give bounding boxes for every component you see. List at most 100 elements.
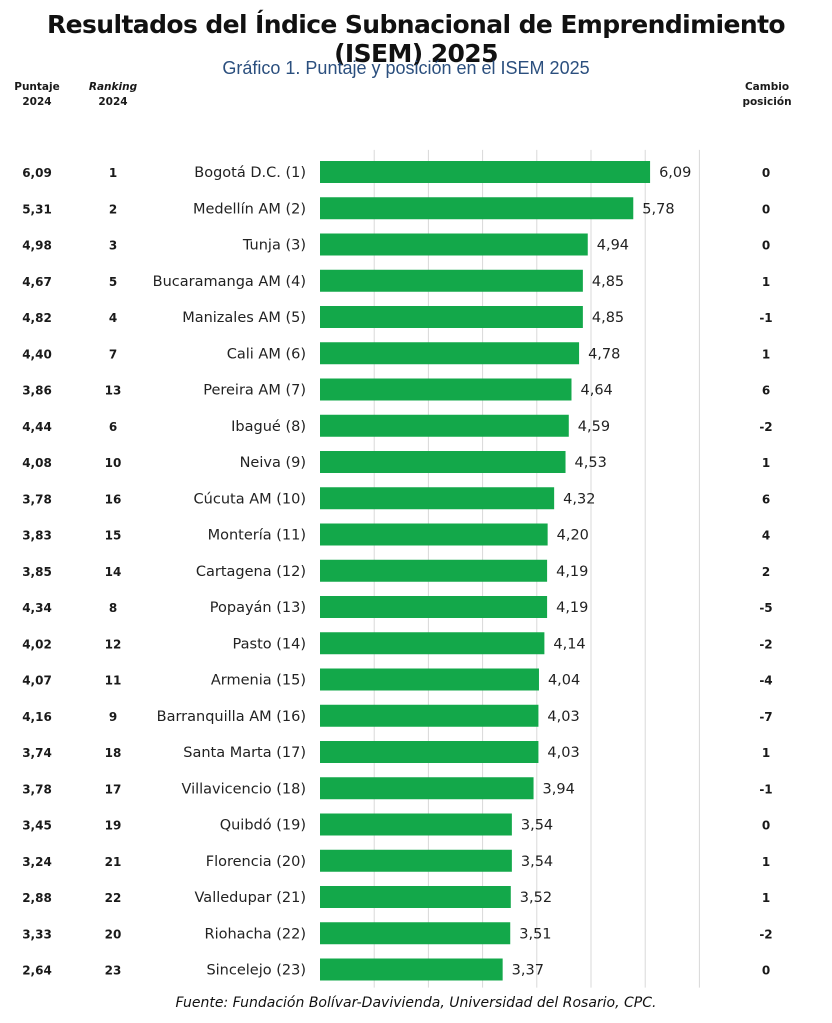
puntaje-2024-cell: 6,09 [22,166,52,180]
ranking-2024-cell: 22 [105,891,122,905]
bar [320,414,569,437]
data-label: 4,85 [592,274,624,290]
source-note: Fuente: Fundación Bolívar-Davivienda, Un… [175,995,657,1011]
category-label: Popayán (13) [210,600,306,616]
ranking-2024-cell: 9 [109,710,117,724]
category-label: Tunja (3) [242,238,306,254]
category-label: Bucaramanga AM (4) [153,274,306,290]
puntaje-2024-cell: 3,78 [22,782,52,796]
cambio-posicion-cell: -5 [759,601,772,615]
ranking-2024-cell: 6 [109,420,117,434]
ranking-2024-cell: 8 [109,601,117,615]
bar [320,233,588,256]
puntaje-2024-cell: 3,78 [22,492,52,506]
cambio-posicion-cell: -7 [759,710,772,724]
puntaje-2024-cell: 4,07 [22,674,52,688]
cambio-posicion-cell: 4 [762,529,770,543]
bar [320,342,580,365]
cambio-posicion-cell: 1 [762,347,770,361]
puntaje-2024-cell: 3,85 [22,565,52,579]
category-label: Villavicencio (18) [181,781,306,797]
puntaje-2024-cell: 4,98 [22,239,52,253]
ranking-2024-cell: 23 [105,964,122,978]
data-label: 4,14 [553,636,585,652]
data-label: 4,94 [597,238,629,254]
bar [320,668,539,691]
header-ranking-2024-line1: Ranking [88,81,138,93]
data-label: 4,85 [592,310,624,326]
cambio-posicion-cell: 6 [762,492,770,506]
category-label: Pereira AM (7) [203,383,306,399]
data-label: 4,32 [563,491,595,507]
ranking-2024-cell: 15 [105,529,122,543]
puntaje-2024-cell: 2,88 [22,891,52,905]
ranking-2024-cell: 5 [109,275,117,289]
puntaje-2024-cell: 4,82 [22,311,52,325]
puntaje-2024-cell: 4,67 [22,275,52,289]
bar [320,451,566,473]
category-label: Cali AM (6) [227,346,306,362]
category-label: Neiva (9) [240,455,306,471]
data-label: 4,19 [556,564,588,580]
puntaje-2024-cell: 4,16 [22,710,52,724]
category-label: Sincelejo (23) [206,963,306,979]
data-label: 3,37 [512,963,544,979]
ranking-2024-cell: 7 [109,347,117,361]
category-label: Santa Marta (17) [183,745,306,761]
ranking-2024-cell: 17 [105,782,122,796]
cambio-posicion-cell: 1 [762,456,770,470]
category-label: Pasto (14) [233,636,306,652]
bar [320,777,534,800]
category-label: Florencia (20) [206,854,306,870]
bar [320,849,512,872]
puntaje-2024-cell: 3,24 [22,855,52,869]
data-label: 3,54 [521,854,553,870]
ranking-2024-cell: 3 [109,239,117,253]
category-label: Cúcuta AM (10) [194,491,306,507]
bar [320,886,511,908]
puntaje-2024-cell: 3,33 [22,927,52,941]
bar [320,523,548,546]
data-label: 4,04 [548,673,580,689]
header-ranking-2024-line2: 2024 [98,96,128,108]
cambio-posicion-cell: -2 [759,420,772,434]
bar [320,306,583,328]
ranking-2024-cell: 10 [105,456,122,470]
puntaje-2024-cell: 3,45 [22,819,52,833]
ranking-2024-cell: 19 [105,819,122,833]
ranking-2024-cell: 16 [105,492,122,506]
ranking-2024-cell: 12 [105,637,122,651]
ranking-2024-cell: 11 [105,674,122,688]
data-label: 3,54 [521,818,553,834]
header-ranking-2024: Ranking 2024 [84,80,142,110]
bar [320,958,503,981]
ranking-2024-cell: 21 [105,855,122,869]
data-label: 4,64 [580,383,612,399]
puntaje-2024-cell: 5,31 [22,202,52,216]
ranking-2024-cell: 13 [105,384,122,398]
data-label: 6,09 [659,165,691,181]
data-label: 4,20 [557,528,589,544]
bar [320,632,545,655]
cambio-posicion-cell: -1 [759,311,772,325]
ranking-2024-cell: 1 [109,166,117,180]
cambio-posicion-cell: -2 [759,927,772,941]
data-label: 4,03 [547,709,579,725]
cambio-posicion-cell: -2 [759,637,772,651]
header-puntaje-2024-line2: 2024 [22,96,52,108]
category-label: Cartagena (12) [196,564,306,580]
puntaje-2024-cell: 2,64 [22,964,52,978]
cambio-posicion-cell: -4 [759,674,772,688]
cambio-posicion-cell: -1 [759,782,772,796]
bar [320,197,634,220]
data-label: 4,78 [588,346,620,362]
bar [320,487,555,510]
puntaje-2024-cell: 4,34 [22,601,52,615]
header-puntaje-2024: Puntaje 2024 [8,80,66,110]
bar [320,378,572,401]
category-label: Riohacha (22) [205,926,306,942]
bar [320,559,548,582]
cambio-posicion-cell: 1 [762,855,770,869]
cambio-posicion-cell: 0 [762,964,770,978]
